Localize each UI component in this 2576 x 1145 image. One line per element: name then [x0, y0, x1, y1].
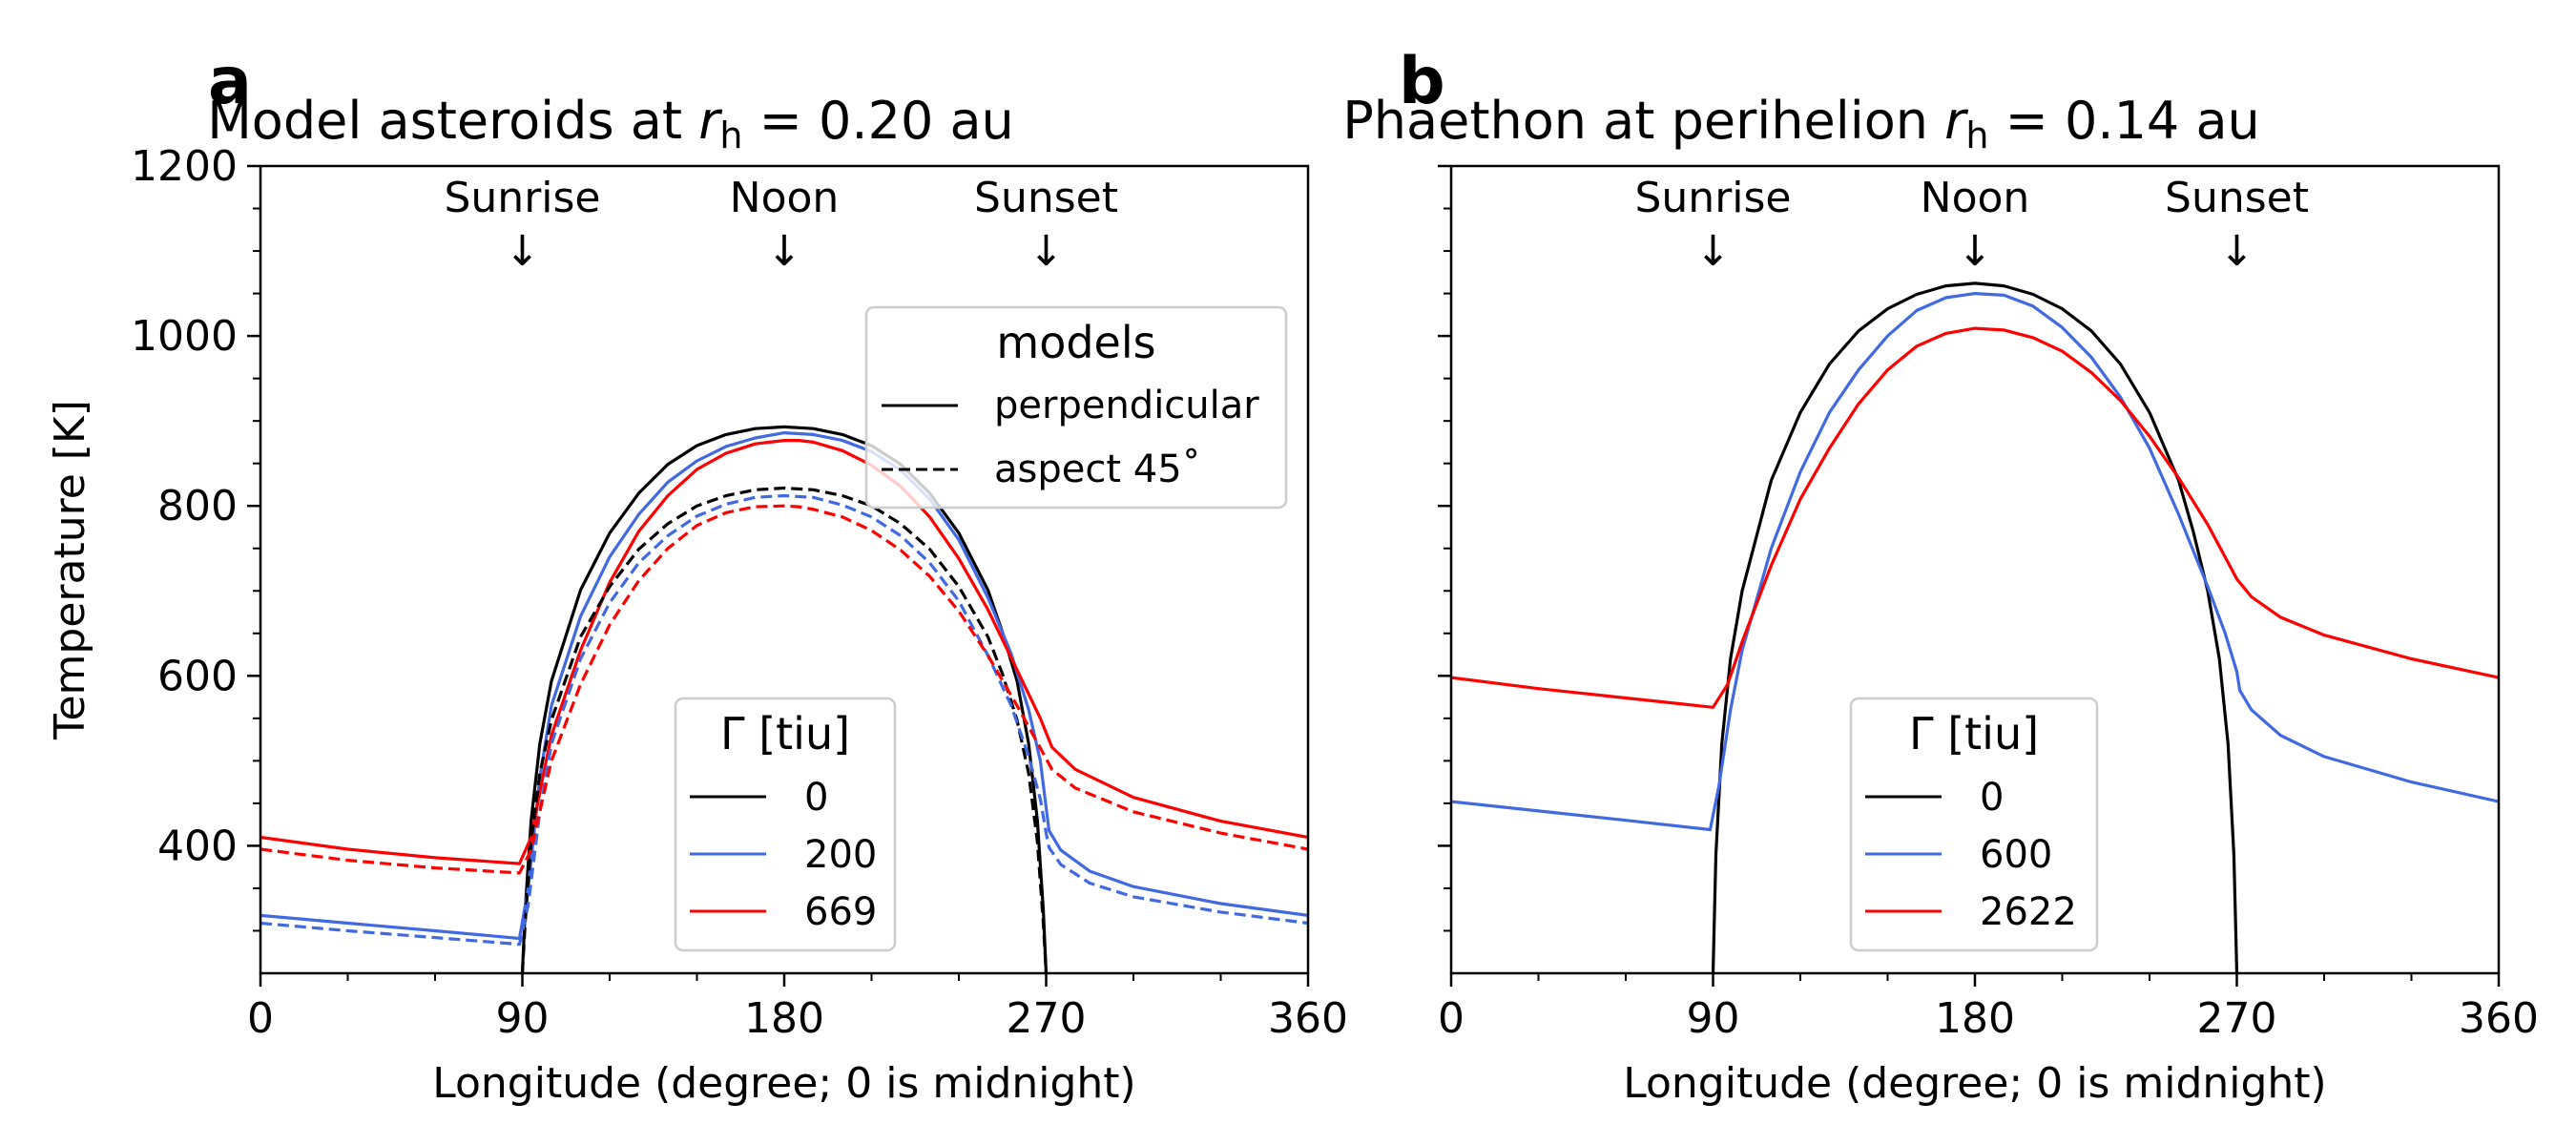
panel-a-series — [260, 425, 1308, 973]
panel-a-xtick-label: 0 — [247, 994, 274, 1043]
panel-a-series-0-dashed — [520, 486, 1049, 973]
panel-b-xtick-label: 270 — [2197, 994, 2277, 1043]
panel-b-xtick-label: 90 — [1687, 994, 1740, 1043]
panel-a-models-legend: models perpendicular aspect 45˚ — [864, 305, 1288, 510]
panel-a-annotation-arrow-icon: ↓ — [1028, 227, 1064, 276]
panel-a-annotation-noon: Noon — [730, 174, 840, 222]
panel-b-xtick-label: 360 — [2459, 994, 2539, 1043]
gamma-legend-a-entry-1: 200 — [804, 833, 877, 877]
panel-a-frame — [259, 164, 1310, 975]
panel-a-annotation-arrow-icon: ↓ — [767, 227, 802, 276]
panel-b: b Phaethon at perihelion rh = 0.14 au 0 9… — [1342, 44, 2539, 1108]
panel-b-frame — [1449, 164, 2501, 975]
panel-letter-b: b — [1399, 44, 1445, 119]
panel-a-annotation-arrow-icon: ↓ — [505, 227, 540, 276]
gamma-legend-b-box — [1849, 697, 2099, 952]
panel-letter-a: a — [208, 44, 252, 119]
models-legend-entry-aspect: aspect 45˚ — [994, 448, 1201, 491]
gamma-legend-a-entry-0: 0 — [804, 776, 828, 820]
panel-b-annotations: Sunrise ↓ Noon ↓ Sunset ↓ — [1634, 174, 2308, 276]
panel-b-gamma-legend: Γ [tiu] 0 600 2622 — [1849, 697, 2099, 952]
panel-a-xtick-label: 90 — [496, 994, 550, 1043]
panel-a-ytick-label: 600 — [157, 652, 238, 700]
panel-b-annotation-sunset: Sunset — [2165, 174, 2309, 222]
panel-a-ytick-label: 1200 — [131, 142, 238, 191]
panel-b-annotation-noon: Noon — [1921, 174, 2030, 222]
gamma-legend-b-entry-0: 0 — [1980, 776, 2004, 820]
panel-a-series-669-dashed — [260, 504, 1308, 875]
panel-b-xtick-label: 0 — [1438, 994, 1465, 1043]
panel-b-series — [1451, 281, 2499, 973]
panel-b-annotation-arrow-icon: ↓ — [1958, 227, 1993, 276]
gamma-legend-a-entry-2: 669 — [804, 890, 877, 934]
panel-a-annotations: Sunrise ↓ Noon ↓ Sunset ↓ — [444, 174, 1117, 276]
panel-a-series-0-solid — [520, 425, 1049, 973]
gamma-legend-b-entry-2: 2622 — [1980, 890, 2077, 934]
panel-a-xtick-label: 270 — [1007, 994, 1087, 1043]
panel-a-ytick-label: 400 — [157, 822, 238, 870]
panel-b-title: Phaethon at perihelion rh = 0.14 au — [1342, 91, 2260, 156]
panel-b-series-2622-solid — [1451, 326, 2499, 709]
models-legend-title: models — [996, 317, 1155, 368]
panel-a-series-669-solid — [260, 439, 1308, 865]
panel-a-ytick-label: 1000 — [131, 312, 238, 361]
panel-a-title: Model asteroids at rh = 0.20 au — [207, 91, 1014, 156]
models-legend-box — [864, 305, 1288, 510]
panel-b-series-600-solid — [1451, 292, 2499, 832]
models-legend-entry-perpendicular: perpendicular — [994, 384, 1259, 427]
panel-a-annotation-sunset: Sunset — [974, 174, 1118, 222]
gamma-legend-a-title: Γ [tiu] — [720, 708, 850, 760]
panel-a-xlabel: Longitude (degree; 0 is midnight) — [432, 1059, 1135, 1108]
panel-a-ticks: 0 90 180 270 360 400 600 800 1000 1200 — [131, 142, 1348, 1043]
panel-b-annotation-arrow-icon: ↓ — [1695, 227, 1731, 276]
panel-a-gamma-legend: Γ [tiu] 0 200 669 — [674, 697, 897, 952]
panel-a-xtick-label: 180 — [744, 994, 824, 1043]
panel-a-annotation-sunrise: Sunrise — [444, 174, 600, 222]
gamma-legend-b-title: Γ [tiu] — [1909, 708, 2039, 760]
panel-b-ticks: 0 90 180 270 360 — [1438, 164, 2539, 1043]
panel-a-xtick-label: 360 — [1268, 994, 1348, 1043]
gamma-legend-a-box — [674, 697, 897, 952]
panel-a-ytick-label: 800 — [157, 482, 238, 531]
panel-b-xlabel: Longitude (degree; 0 is midnight) — [1623, 1059, 2326, 1108]
panel-b-xtick-label: 180 — [1935, 994, 2015, 1043]
gamma-legend-b-entry-1: 600 — [1980, 833, 2052, 877]
panel-b-annotation-sunrise: Sunrise — [1634, 174, 1791, 222]
panel-a-ylabel: Temperature [K] — [46, 400, 94, 740]
panel-b-annotation-arrow-icon: ↓ — [2219, 227, 2254, 276]
panel-a: a Model asteroids at rh = 0.20 au 0 90 180… — [46, 44, 1348, 1108]
